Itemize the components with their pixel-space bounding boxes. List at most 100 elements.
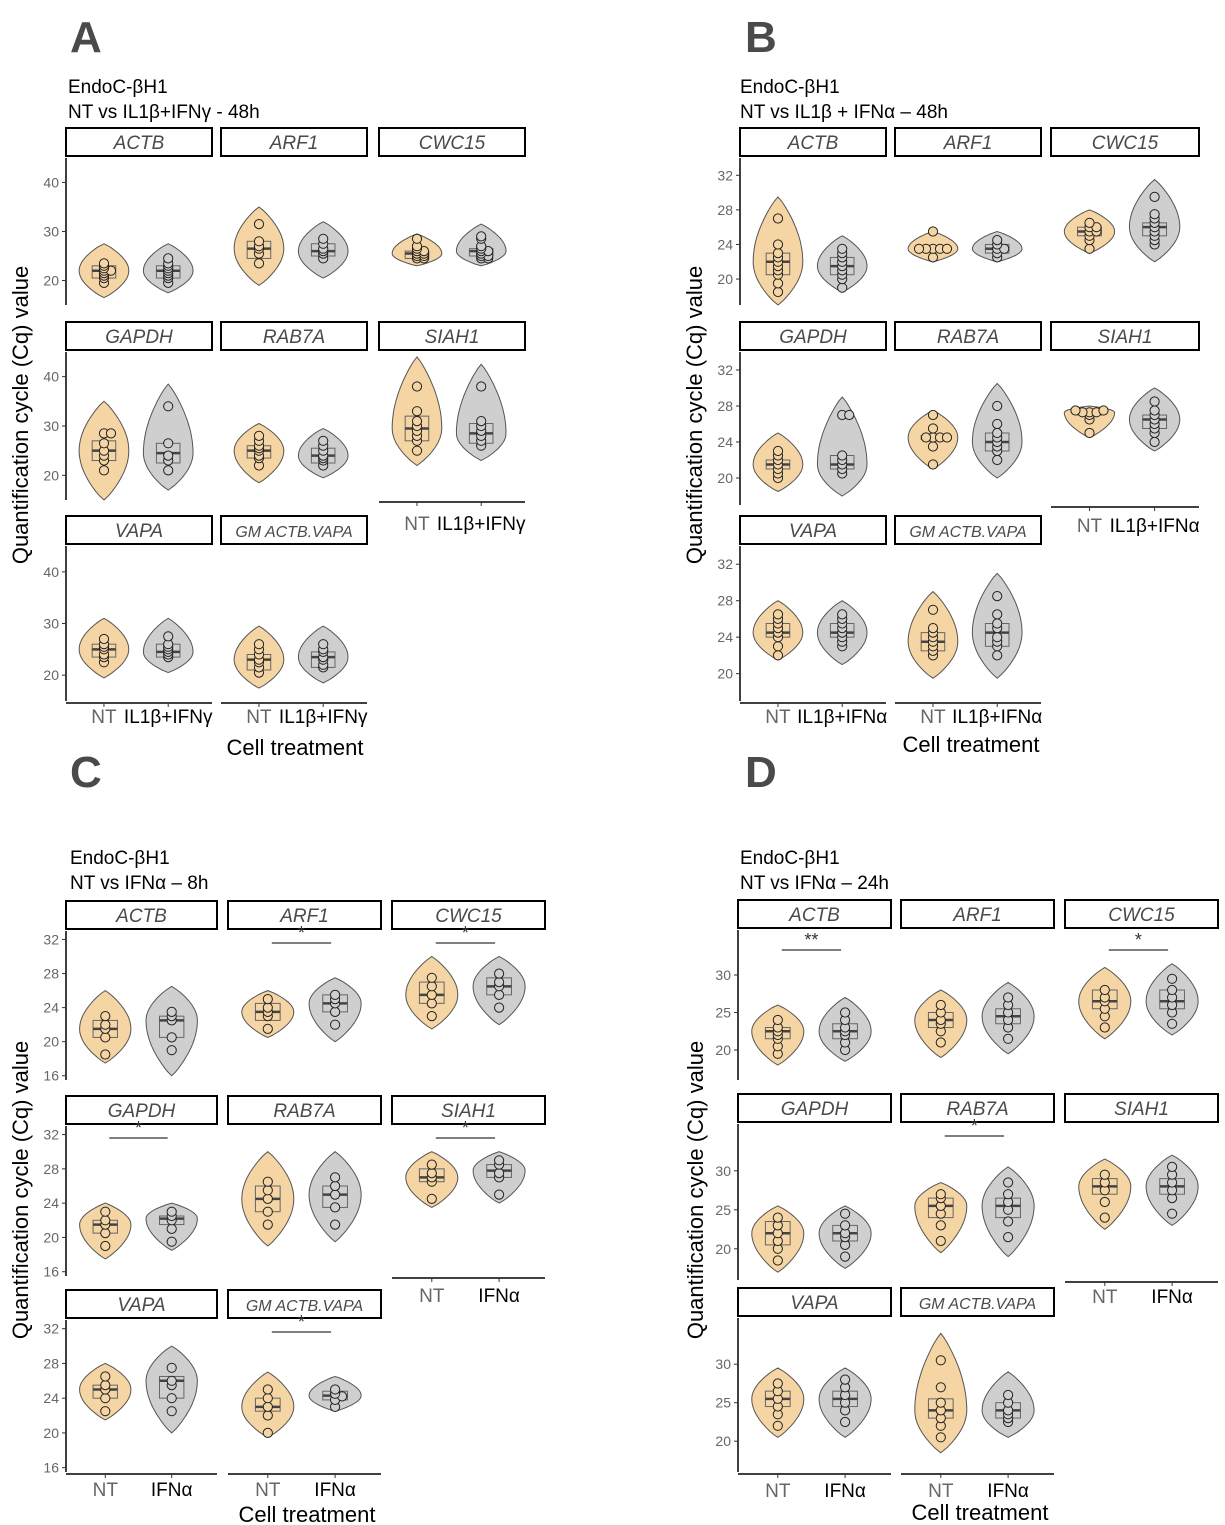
y-axis-title: Quantification cycle (Cq) value — [683, 1041, 708, 1339]
x-tick-label: IFNα — [151, 1480, 193, 1501]
y-tick-label: 30 — [715, 967, 731, 983]
data-point — [330, 1219, 341, 1230]
facet-strip — [894, 321, 1042, 351]
data-point — [163, 465, 174, 476]
significance-label: * — [462, 923, 469, 943]
facet-strip-label: SIAH1 — [425, 327, 480, 348]
data-point — [100, 1019, 111, 1030]
facet-vapa: VAPA 20 30 40 — [43, 515, 213, 701]
facet-rab7a: RAB7A — [894, 321, 1042, 479]
facet-actb: ACTB 16 20 24 28 32 — [43, 900, 218, 1084]
y-axis-title: Quantification cycle (Cq) value — [8, 266, 33, 564]
x-axis-title: Cell treatment — [239, 1502, 376, 1525]
group-nt — [907, 226, 959, 263]
data-point — [166, 1045, 177, 1056]
y-tick-label: 24 — [717, 236, 733, 252]
y-tick-label: 20 — [43, 1229, 59, 1245]
data-point — [1003, 1177, 1014, 1188]
data-point — [262, 994, 273, 1005]
data-point — [330, 1006, 341, 1018]
data-point — [992, 235, 1003, 246]
data-point — [262, 1002, 273, 1013]
data-point — [1084, 217, 1095, 228]
facet-strip-label: GAPDH — [779, 327, 847, 348]
facet-strip-label: ACTB — [788, 905, 840, 926]
data-point — [163, 401, 174, 412]
facet-actb: ACTB 20 24 28 32 — [717, 127, 887, 306]
facet-strip — [900, 1287, 1055, 1317]
facet-strip-label: CWC15 — [1092, 133, 1159, 154]
violin-body — [816, 396, 868, 497]
significance-label: * — [135, 1118, 142, 1138]
data-point — [166, 1406, 177, 1417]
group-treated — [145, 985, 198, 1077]
data-point — [100, 1049, 111, 1060]
panel-d: D EndoC-βH1 NT vs IFNα – 24h Quantification… — [683, 748, 1219, 1525]
data-point — [772, 1420, 783, 1431]
data-point — [262, 1176, 273, 1187]
data-point — [163, 253, 174, 264]
facet-rab7a: RAB7A — [220, 321, 368, 484]
data-point — [1003, 1216, 1014, 1227]
data-point — [1003, 1189, 1014, 1200]
data-point — [262, 1410, 273, 1421]
facet-strip — [227, 1289, 382, 1319]
data-point — [476, 231, 487, 242]
group-treated — [297, 221, 349, 279]
y-tick-label: 16 — [43, 1460, 59, 1476]
x-tick-label: IFNα — [314, 1480, 356, 1501]
facet-arf1: ARF1 — [220, 127, 368, 287]
facet-strip-label: GM ACTB.VAPA — [919, 1296, 1036, 1313]
facet-rab7a: RAB7A* — [900, 1093, 1055, 1258]
facet-strip-label: SIAH1 — [1098, 327, 1153, 348]
facet-strip — [1064, 1093, 1219, 1123]
data-point — [330, 989, 341, 1001]
group-treated — [297, 427, 349, 479]
data-point — [166, 1006, 177, 1018]
data-point — [837, 450, 848, 461]
data-point — [992, 591, 1003, 602]
violin-body — [142, 383, 194, 491]
data-point — [840, 1374, 851, 1385]
facet-strip-label: RAB7A — [273, 1101, 335, 1122]
data-point — [330, 1202, 341, 1213]
facet-siah1: SIAH1 — [1064, 1093, 1219, 1230]
y-tick-label: 24 — [717, 629, 733, 645]
data-point — [920, 432, 932, 443]
data-point — [494, 977, 505, 988]
group-treated — [981, 1166, 1035, 1258]
data-point — [935, 1382, 946, 1393]
y-tick-label: 20 — [43, 1034, 59, 1050]
group-nt — [751, 1205, 805, 1273]
data-point — [494, 1168, 505, 1179]
significance-label: * — [298, 923, 305, 943]
data-point — [318, 435, 329, 446]
facet-strip-label: VAPA — [789, 521, 837, 542]
data-point — [935, 1037, 946, 1048]
data-point — [105, 428, 117, 439]
y-tick-label: 20 — [715, 1042, 731, 1058]
data-point — [772, 1014, 783, 1026]
data-point — [98, 465, 110, 476]
data-point — [992, 609, 1003, 620]
data-point — [935, 1355, 946, 1366]
data-point — [98, 258, 110, 269]
facet-strip — [378, 321, 526, 351]
data-point — [927, 623, 939, 634]
data-point — [100, 1032, 111, 1043]
group-nt — [79, 1362, 132, 1421]
facet-strip — [391, 900, 546, 930]
facet-strip-label: GM ACTB.VAPA — [909, 524, 1026, 541]
group-nt — [1063, 209, 1116, 254]
facet-vapa: VAPA 20 25 30 — [715, 1287, 892, 1472]
facet-strip — [739, 515, 887, 545]
facet-strip-label: CWC15 — [419, 133, 486, 154]
facet-cwc15: CWC15 — [1050, 127, 1200, 263]
data-point — [163, 438, 174, 449]
data-point — [1099, 1169, 1110, 1180]
panel-subtitle-line: EndoC-βH1 — [740, 77, 840, 98]
facet-strip — [894, 127, 1042, 157]
facet-arf1: ARF1 — [900, 899, 1055, 1059]
group-treated — [145, 1202, 198, 1251]
data-point — [1149, 396, 1160, 407]
